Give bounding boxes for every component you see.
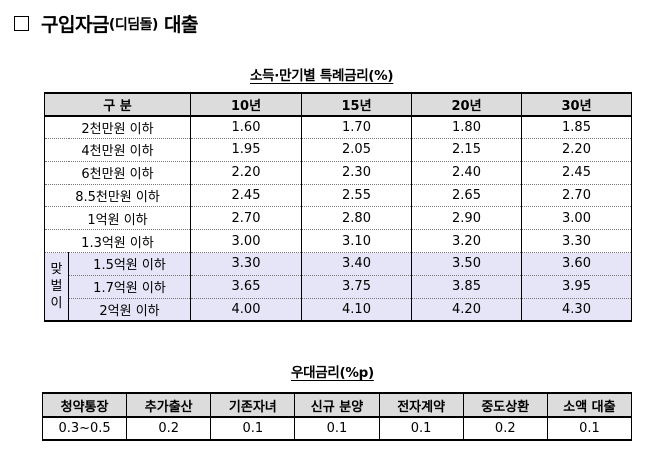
pref-header: 청약통장: [41, 392, 128, 418]
pref-header-row: 청약통장 추가출산 기존자녀 신규 분양 전자계약 중도상환 소액 대출: [41, 392, 633, 418]
row-label: 4천만원 이하: [43, 138, 192, 162]
title-main: 구입자금: [41, 14, 109, 36]
header-10y: 10년: [190, 92, 303, 117]
pref-value-row: 0.3~0.5 0.2 0.1 0.1 0.1 0.2 0.1: [41, 416, 633, 441]
rate-cell: 3.75: [301, 275, 413, 299]
table-row: 1.7억원 이하 3.65 3.75 3.85 3.95: [45, 275, 633, 299]
couple-label-char: 벌: [50, 279, 63, 295]
rate-cell: 1.60: [190, 115, 303, 140]
rate-cell: 4.10: [301, 298, 413, 322]
rate-cell: 2.55: [301, 184, 413, 208]
rate-cell: 3.30: [521, 229, 633, 254]
rate-cell: 2.70: [190, 206, 303, 231]
rate-cell: 3.50: [411, 252, 523, 276]
pref-cell: 0.3~0.5: [41, 416, 128, 441]
header-category: 구 분: [43, 92, 192, 117]
row-label: 2억원 이하: [67, 298, 192, 322]
rate-cell: 3.20: [411, 229, 523, 254]
rate-cell: 4.20: [411, 298, 523, 322]
pref-table-title: 우대금리(%p): [291, 365, 374, 381]
rate-cell: 2.15: [411, 138, 523, 162]
pref-header: 추가출산: [126, 392, 212, 418]
checkbox-icon: [14, 16, 29, 31]
rate-cell: 3.00: [521, 206, 633, 231]
pref-header: 기존자녀: [210, 392, 296, 418]
pref-header: 전자계약: [378, 392, 464, 418]
title-suffix: 대출: [163, 14, 198, 36]
rate-cell: 2.70: [521, 184, 633, 208]
couple-label: 맞 벌 이: [44, 252, 69, 322]
couple-label-char: 맞: [50, 262, 63, 278]
table-row: 6천만원 이하 2.20 2.30 2.40 2.45: [43, 161, 633, 185]
rate-cell: 2.05: [301, 138, 413, 162]
rate-cell: 1.70: [301, 115, 413, 140]
rate-cell: 3.85: [411, 275, 523, 299]
pref-table: 청약통장 추가출산 기존자녀 신규 분양 전자계약 중도상환 소액 대출 0.3…: [41, 392, 633, 441]
rate-cell: 4.30: [521, 298, 633, 322]
pref-header: 신규 분양: [294, 392, 380, 418]
rate-cell: 2.80: [301, 206, 413, 231]
table-row: 1.3억원 이하 3.00 3.10 3.20 3.30: [43, 229, 633, 254]
header-30y: 30년: [521, 92, 633, 117]
pref-cell: 0.2: [126, 416, 212, 441]
row-label: 1억원 이하: [43, 206, 192, 231]
rate-cell: 3.65: [190, 275, 303, 299]
rate-cell: 4.00: [190, 298, 303, 322]
header-20y: 20년: [411, 92, 523, 117]
rate-table-title: 소득·만기별 특례금리(%): [250, 68, 394, 84]
rate-cell: 2.90: [411, 206, 523, 231]
pref-header: 소액 대출: [546, 392, 633, 418]
couple-label-char: 이: [50, 296, 63, 312]
rate-cell: 3.30: [190, 252, 303, 276]
rate-cell: 3.60: [521, 252, 633, 276]
rate-cell: 2.65: [411, 184, 523, 208]
row-label: 1.7억원 이하: [67, 275, 192, 299]
row-label: 6천만원 이하: [43, 161, 192, 185]
rate-cell: 2.20: [521, 138, 633, 162]
row-label: 8.5천만원 이하: [43, 184, 192, 208]
rate-cell: 3.00: [190, 229, 303, 254]
pref-cell: 0.1: [210, 416, 296, 441]
pref-cell: 0.2: [462, 416, 548, 441]
table-row: 맞 벌 이 1.5억원 이하 3.30 3.40 3.50 3.60: [44, 252, 633, 322]
rate-cell: 2.30: [301, 161, 413, 185]
table-row: 4천만원 이하 1.95 2.05 2.15 2.20: [43, 138, 633, 162]
pref-cell: 0.1: [378, 416, 464, 441]
rate-cell: 1.80: [411, 115, 523, 140]
page-title: 구입자금 (디딤돌) 대출: [14, 10, 198, 37]
rate-cell: 1.95: [190, 138, 303, 162]
rate-cell: 1.85: [521, 115, 633, 140]
rate-cell: 2.20: [190, 161, 303, 185]
row-label: 2천만원 이하: [43, 115, 192, 140]
pref-cell: 0.1: [294, 416, 380, 441]
rate-cell: 2.45: [521, 161, 633, 185]
title-paren: (디딤돌): [108, 16, 158, 33]
rate-header-row: 구 분 10년 15년 20년 30년: [43, 92, 633, 117]
rate-cell: 3.40: [301, 252, 413, 276]
table-row: 8.5천만원 이하 2.45 2.55 2.65 2.70: [43, 184, 633, 208]
rate-cell: 2.40: [411, 161, 523, 185]
table-row: 1억원 이하 2.70 2.80 2.90 3.00: [43, 206, 633, 231]
header-15y: 15년: [301, 92, 413, 117]
table-row: 2천만원 이하 1.60 1.70 1.80 1.85: [43, 115, 633, 140]
rate-table: 구 분 10년 15년 20년 30년 2천만원 이하 1.60 1.70 1.…: [43, 92, 633, 322]
rate-cell: 3.95: [521, 275, 633, 299]
row-label: 1.5억원 이하: [67, 252, 192, 276]
table-row: 2억원 이하 4.00 4.10 4.20 4.30: [45, 298, 633, 322]
pref-header: 중도상환: [462, 392, 548, 418]
rate-cell: 2.45: [190, 184, 303, 208]
rate-cell: 3.10: [301, 229, 413, 254]
row-label: 1.3억원 이하: [43, 229, 192, 254]
pref-cell: 0.1: [546, 416, 633, 441]
